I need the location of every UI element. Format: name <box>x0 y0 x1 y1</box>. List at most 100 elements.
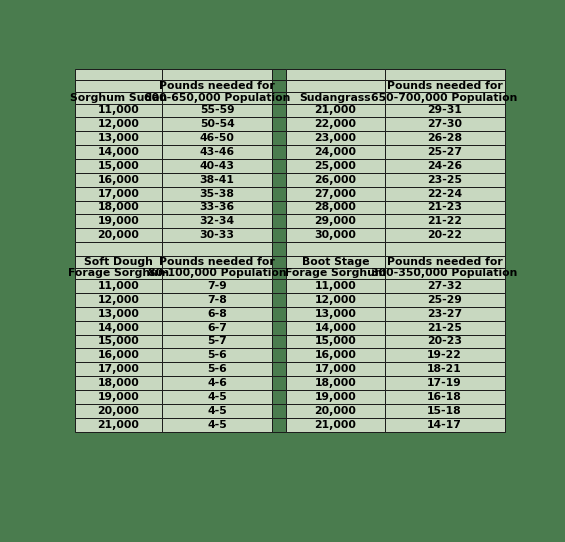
Text: 14-17: 14-17 <box>427 420 462 430</box>
Bar <box>162 131 272 145</box>
Text: 35-38: 35-38 <box>199 189 234 198</box>
Text: 25,000: 25,000 <box>314 161 356 171</box>
Bar <box>286 321 385 334</box>
Text: Pounds needed for: Pounds needed for <box>159 257 275 267</box>
Text: 11,000: 11,000 <box>314 281 356 291</box>
Text: 21,000: 21,000 <box>97 420 139 430</box>
Bar <box>75 80 162 92</box>
Text: 25-29: 25-29 <box>427 295 462 305</box>
Text: 30,000: 30,000 <box>314 230 356 240</box>
Text: 27,000: 27,000 <box>314 189 357 198</box>
Text: 40-43: 40-43 <box>199 161 234 171</box>
Text: 38-41: 38-41 <box>199 175 234 185</box>
Text: 13,000: 13,000 <box>314 309 356 319</box>
Text: 46-50: 46-50 <box>199 133 234 143</box>
Bar <box>286 80 385 92</box>
Text: Sudangrass: Sudangrass <box>299 93 371 103</box>
Text: Forage Sorghum: Forage Sorghum <box>68 268 169 279</box>
Text: 21-23: 21-23 <box>427 203 462 212</box>
Text: 13,000: 13,000 <box>97 133 139 143</box>
Text: 17,000: 17,000 <box>97 364 139 374</box>
Bar <box>385 173 505 186</box>
Bar <box>385 349 505 362</box>
Text: 17,000: 17,000 <box>314 364 356 374</box>
Text: 16,000: 16,000 <box>314 350 356 360</box>
Text: 5-6: 5-6 <box>207 350 227 360</box>
Bar <box>75 215 162 228</box>
Text: 28,000: 28,000 <box>314 203 356 212</box>
Bar <box>385 293 505 307</box>
Text: 16-18: 16-18 <box>427 392 462 402</box>
Bar <box>286 92 385 104</box>
Bar <box>162 145 272 159</box>
Bar <box>272 131 286 145</box>
Bar <box>286 390 385 404</box>
Bar <box>162 334 272 349</box>
Bar <box>162 92 272 104</box>
Bar <box>75 69 162 80</box>
Bar <box>162 242 272 256</box>
Bar <box>75 418 162 431</box>
Bar <box>385 145 505 159</box>
Bar <box>272 362 286 376</box>
Bar <box>162 307 272 321</box>
Bar <box>162 228 272 242</box>
Text: Pounds needed for: Pounds needed for <box>386 257 502 267</box>
Bar <box>75 334 162 349</box>
Text: 23-25: 23-25 <box>427 175 462 185</box>
Text: 20,000: 20,000 <box>314 406 356 416</box>
Text: 21,000: 21,000 <box>314 106 356 115</box>
Bar <box>385 118 505 131</box>
Bar <box>385 362 505 376</box>
Bar <box>286 418 385 431</box>
Bar <box>162 201 272 215</box>
Text: 19-22: 19-22 <box>427 350 462 360</box>
Bar <box>385 390 505 404</box>
Text: 29,000: 29,000 <box>314 216 356 227</box>
Bar <box>162 104 272 118</box>
Text: 55-59: 55-59 <box>200 106 234 115</box>
Bar <box>385 228 505 242</box>
Bar <box>286 376 385 390</box>
Bar <box>75 242 162 256</box>
Bar <box>272 268 286 279</box>
Bar <box>75 362 162 376</box>
Bar <box>286 256 385 268</box>
Text: 22-24: 22-24 <box>427 189 462 198</box>
Text: 7-9: 7-9 <box>207 281 227 291</box>
Text: 15,000: 15,000 <box>97 161 139 171</box>
Text: 17,000: 17,000 <box>97 189 139 198</box>
Text: 13,000: 13,000 <box>97 309 139 319</box>
Bar <box>75 349 162 362</box>
Bar <box>162 362 272 376</box>
Bar <box>286 268 385 279</box>
Text: 21-22: 21-22 <box>427 216 462 227</box>
Text: 30-33: 30-33 <box>199 230 234 240</box>
Text: 32-34: 32-34 <box>199 216 234 227</box>
Text: Sorghum Sudan: Sorghum Sudan <box>69 93 167 103</box>
Text: 6-8: 6-8 <box>207 309 227 319</box>
Bar <box>75 390 162 404</box>
Text: 18,000: 18,000 <box>97 378 139 388</box>
Text: 19,000: 19,000 <box>97 216 139 227</box>
Text: 600-650,000 Population: 600-650,000 Population <box>144 93 290 103</box>
Text: 21-25: 21-25 <box>427 322 462 333</box>
Text: 4-5: 4-5 <box>207 392 227 402</box>
Text: 20,000: 20,000 <box>97 230 139 240</box>
Bar <box>385 404 505 418</box>
Bar <box>272 349 286 362</box>
Bar <box>272 186 286 201</box>
Bar <box>162 418 272 431</box>
Text: 4-6: 4-6 <box>207 378 227 388</box>
Text: 20-23: 20-23 <box>427 337 462 346</box>
Bar <box>162 293 272 307</box>
Text: 22,000: 22,000 <box>314 119 357 130</box>
Text: 27-32: 27-32 <box>427 281 462 291</box>
Bar <box>286 215 385 228</box>
Bar <box>272 159 286 173</box>
Text: 19,000: 19,000 <box>314 392 356 402</box>
Bar <box>272 334 286 349</box>
Text: 24-26: 24-26 <box>427 161 462 171</box>
Bar <box>162 118 272 131</box>
Bar <box>162 321 272 334</box>
